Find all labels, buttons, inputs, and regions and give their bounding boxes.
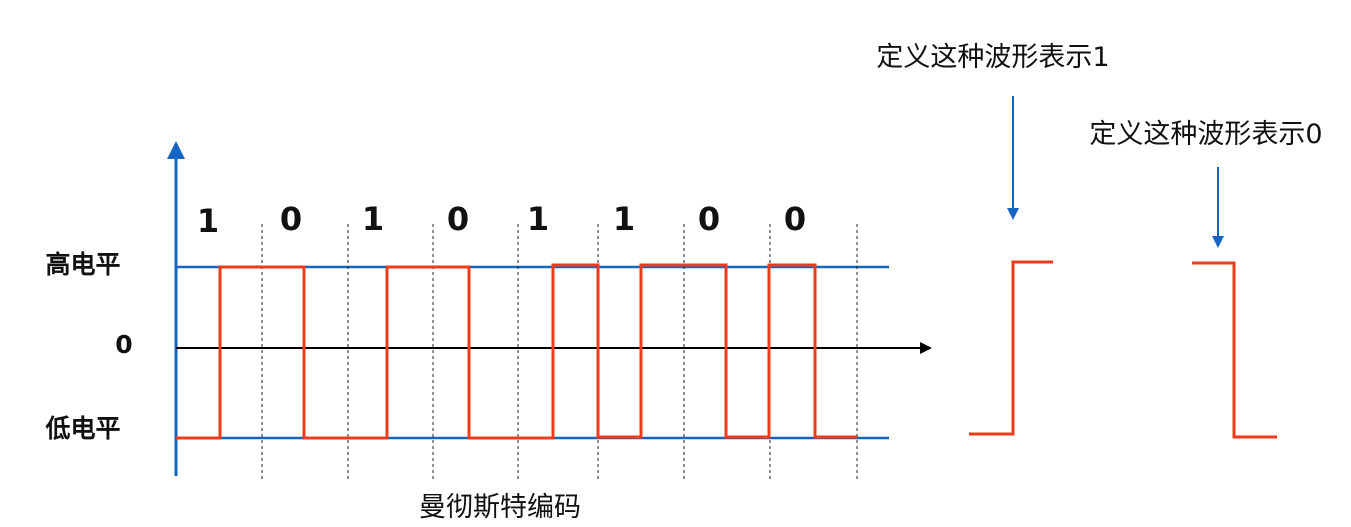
- rising-edge-waveform: [969, 260, 1053, 436]
- bit-label: 1: [613, 200, 635, 238]
- falling-edge-waveform: [1192, 261, 1277, 439]
- bit-labels: 1 0 1 0 1 1 0 0: [197, 200, 806, 240]
- zero-level-label: 0: [115, 330, 132, 359]
- bit-label: 1: [197, 202, 219, 240]
- bit-label: 1: [362, 200, 384, 238]
- bit-label: 0: [698, 200, 720, 238]
- low-level-label: 低电平: [44, 414, 120, 443]
- bit-label: 0: [447, 200, 469, 238]
- definition-zero-label: 定义这种波形表示0: [1089, 119, 1322, 150]
- bit-label: 1: [527, 200, 549, 238]
- definition-one-label: 定义这种波形表示1: [876, 42, 1109, 73]
- bit-label: 0: [280, 200, 302, 238]
- manchester-signal-waveform: [176, 263, 857, 440]
- diagram-caption: 曼彻斯特编码: [419, 492, 581, 523]
- high-level-label: 高电平: [45, 250, 120, 279]
- bit-label: 0: [784, 200, 806, 238]
